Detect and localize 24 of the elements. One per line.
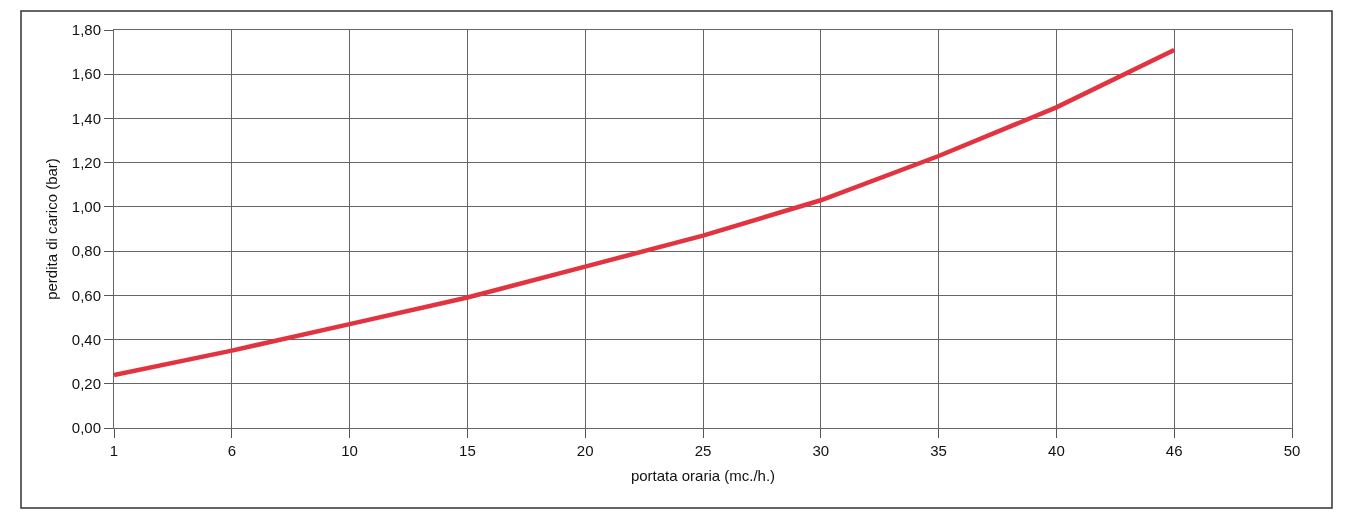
- line-series: [114, 47, 1177, 378]
- x-tick-label: 20: [576, 442, 594, 459]
- x-tick-label: 50: [1283, 442, 1301, 459]
- y-tick-label: 1,40: [71, 109, 101, 127]
- x-axis-title: portata oraria (mc./h.): [630, 467, 776, 484]
- x-tick-label: 15: [459, 442, 476, 459]
- y-tick-label: 0,20: [71, 375, 101, 393]
- y-tick-label: 0,00: [71, 419, 101, 437]
- y-axis-title: perdita di carico (bar): [43, 158, 61, 300]
- y-tick-label: 1,00: [71, 198, 101, 216]
- y-tick-label: 0,80: [71, 242, 101, 260]
- y-tick-label: 0,40: [71, 330, 101, 348]
- y-tick-label: 1,60: [71, 65, 101, 83]
- x-tick-label: 35: [930, 442, 947, 459]
- y-tick-label: 1,20: [71, 153, 101, 171]
- x-tick-label: 30: [812, 442, 830, 459]
- x-tick-label: 6: [227, 442, 236, 459]
- x-tick-label: 40: [1048, 442, 1065, 459]
- x-tick-label: 10: [341, 442, 358, 459]
- y-tick-label: 0,60: [71, 286, 101, 304]
- x-tick-label: 1: [109, 442, 119, 459]
- x-tick-label: 25: [694, 442, 712, 459]
- y-tick-label: 1,80: [71, 21, 101, 39]
- x-tick-label: 46: [1165, 442, 1183, 459]
